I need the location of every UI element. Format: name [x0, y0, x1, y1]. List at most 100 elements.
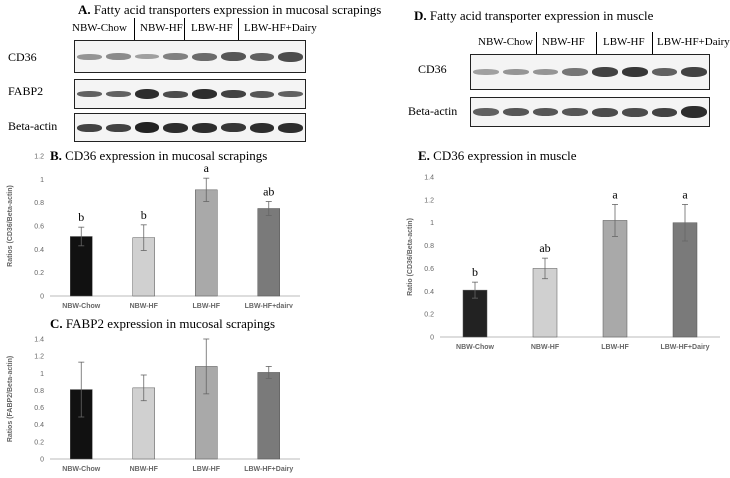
blot-d-row-label: Beta-actin [408, 104, 458, 118]
blot-a-lane-label: LBW-HF [191, 22, 233, 34]
blot-band [473, 69, 499, 75]
bar [532, 268, 558, 338]
chart-b: 0 0.2 0.4 0.6 0.8 1 1.2 Ratios (CD36/Beta-actin… [7, 154, 300, 308]
panel-a-letter: A. [78, 2, 91, 17]
bar [602, 220, 628, 338]
blot-band [621, 67, 648, 77]
panel-d-title: D. Fatty acid transporter expression in … [414, 8, 653, 24]
lane-separator [652, 32, 653, 54]
category-label: LBW-HF+Dairy [244, 466, 293, 473]
y-tick-label: 0.2 [424, 312, 434, 319]
lane-separator [134, 18, 135, 40]
category-label: NBW-HF [130, 303, 159, 308]
y-tick-label: 0.8 [34, 200, 44, 207]
blot-band [163, 90, 188, 98]
category-label: NBW-HF [130, 466, 159, 473]
chart-c: 0 0.2 0.4 0.6 0.8 1 1.2 1.4 Ratios (FABP2/Beta-a… [7, 337, 300, 473]
significance-letter: b [472, 265, 478, 279]
blot-band [651, 68, 678, 76]
blot-band [249, 122, 275, 133]
y-tick-label: 1.4 [34, 337, 44, 344]
blot-band [220, 123, 246, 132]
blot-band [105, 91, 131, 97]
blot-d-lane-label: LBW-HF+Dairy [657, 36, 730, 48]
panel-e-title: E. CD36 expression in muscle [418, 148, 577, 164]
y-tick-label: 1.4 [424, 175, 434, 182]
y-tick-label: 0.2 [34, 270, 44, 277]
blot-a-row-label: FABP2 [8, 84, 44, 98]
blot-band [249, 90, 275, 98]
blot-a-lane-label: LBW-HF+Dairy [244, 22, 317, 34]
blot-band [249, 52, 275, 61]
y-axis-label: Ratios (CD36/Beta-actin) [7, 185, 14, 267]
significance-letter: a [204, 161, 210, 175]
panel-a-title-text: Fatty acid transporters expression in mu… [93, 2, 382, 17]
bar [257, 372, 280, 460]
blot-d-lane-label: NBW-Chow [478, 36, 533, 48]
y-tick-label: 0.2 [34, 439, 44, 446]
panel-c-title: C. FABP2 expression in mucosal scrapings [50, 316, 275, 332]
blot-d-row-label: CD36 [418, 62, 447, 76]
category-label: LBW-HF [193, 466, 221, 473]
blot-d-lane-label: NBW-HF [542, 36, 585, 48]
significance-letter: ab [539, 241, 550, 255]
y-tick-label: 1.2 [34, 154, 44, 161]
blot-band [592, 107, 618, 117]
blot-band [163, 53, 188, 60]
blot-band [220, 90, 246, 98]
panel-a-title: A. Fatty acid transporters expression in… [78, 2, 381, 18]
blot-a-row-label: Beta-actin [8, 119, 58, 133]
blot-band [532, 108, 559, 116]
blot-a-row-label: CD36 [8, 50, 37, 64]
cd36-muscle-blot-strip [470, 54, 710, 90]
y-tick-label: 0 [40, 457, 44, 464]
blot-band [562, 108, 588, 116]
y-tick-label: 0.6 [424, 266, 434, 273]
blot-band [621, 107, 648, 117]
blot-band [562, 68, 588, 76]
blot-band [192, 52, 217, 61]
beta-actin-blot-strip [74, 113, 306, 142]
bar [195, 189, 218, 297]
blot-band [134, 122, 160, 133]
category-label: LBW-HF+Dairy [660, 344, 709, 351]
blot-band [163, 122, 188, 133]
category-label: LBW-HF [601, 344, 629, 351]
blot-a-lane-label: NBW-Chow [72, 22, 127, 34]
y-tick-label: 1 [40, 371, 44, 378]
bar [672, 222, 698, 338]
bar [257, 208, 280, 297]
blot-band [681, 106, 707, 118]
y-tick-label: 0.4 [34, 247, 44, 254]
blot-band [134, 54, 160, 59]
blot-band [278, 91, 303, 97]
category-label: NBW-Chow [62, 303, 101, 308]
category-label: NBW-Chow [456, 344, 495, 351]
blot-band [681, 67, 707, 77]
blot-band [651, 107, 678, 117]
y-tick-label: 1.2 [34, 354, 44, 361]
blot-band [473, 108, 499, 116]
blot-band [592, 67, 618, 77]
y-tick-label: 0.6 [34, 405, 44, 412]
blot-band [220, 52, 246, 61]
blot-band [105, 123, 131, 132]
panel-b-letter: B. [50, 148, 62, 163]
panel-b-title-text: CD36 expression in mucosal scrapings [65, 148, 268, 163]
chart-e: 0 0.2 0.4 0.6 0.8 1 1.2 1.4 Ratio (CD36/Beta-act… [407, 175, 720, 351]
blot-d-lane-label: LBW-HF [603, 36, 645, 48]
blot-band [532, 69, 559, 75]
significance-letter: a [682, 187, 688, 201]
significance-letter: b [141, 208, 147, 222]
blot-a-lane-label: NBW-HF [140, 22, 183, 34]
lane-separator [238, 18, 239, 40]
blot-band [278, 51, 303, 62]
category-label: NBW-HF [531, 344, 560, 351]
y-tick-label: 0.4 [34, 422, 44, 429]
panel-b-title: B. CD36 expression in mucosal scrapings [50, 148, 267, 164]
lane-separator [596, 32, 597, 54]
y-tick-label: 0.4 [424, 289, 434, 296]
y-tick-label: 0 [430, 335, 434, 342]
panel-d-letter: D. [414, 8, 427, 23]
y-tick-label: 0.8 [34, 388, 44, 395]
